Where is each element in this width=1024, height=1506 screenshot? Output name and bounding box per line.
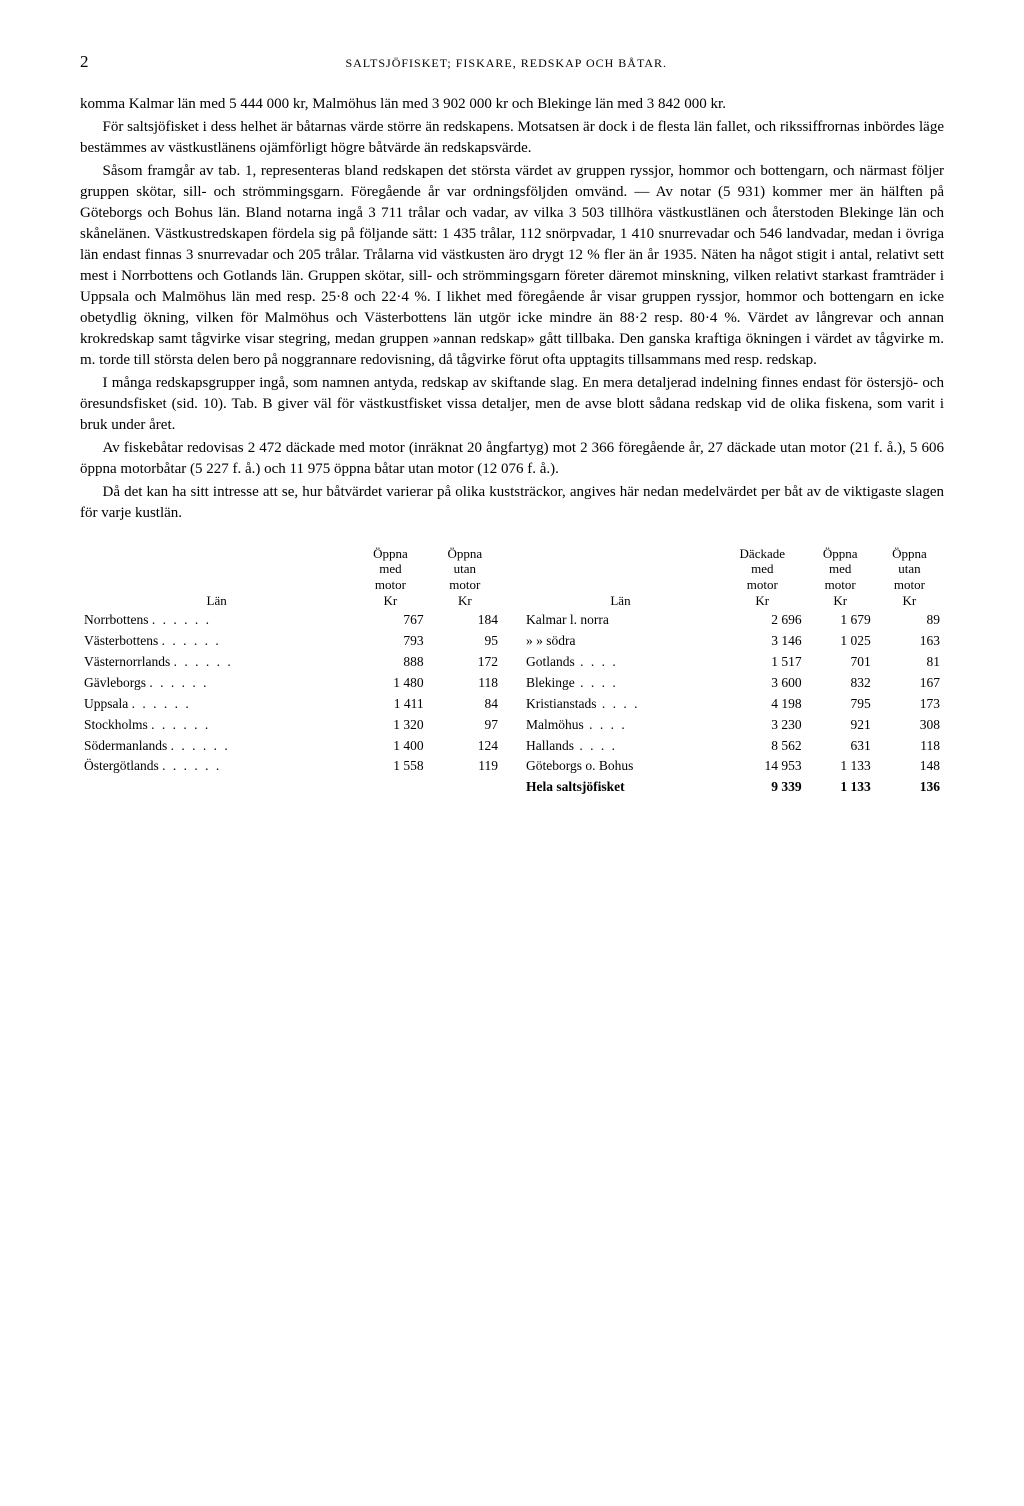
cell-value: 1 400 bbox=[353, 736, 427, 757]
table-row: Östergötlands . . . . . . 1 558 119 bbox=[80, 756, 502, 777]
paragraph: Då det kan ha sitt intresse att se, hur … bbox=[80, 482, 944, 524]
cell-value: 81 bbox=[875, 652, 944, 673]
cell-label: Kalmar l. norra bbox=[522, 610, 719, 631]
cell-label: Uppsala . . . . . . bbox=[80, 694, 353, 715]
cell-value: 767 bbox=[353, 610, 427, 631]
cell-label: Gotlands . . . . bbox=[522, 652, 719, 673]
cell-value: 793 bbox=[353, 631, 427, 652]
cell-value: 308 bbox=[875, 715, 944, 736]
cell-value: 1 679 bbox=[806, 610, 875, 631]
cell-value: 136 bbox=[875, 777, 944, 798]
cell-value: 163 bbox=[875, 631, 944, 652]
th-oppna-utan: ÖppnautanmotorKr bbox=[875, 544, 944, 610]
body-text: komma Kalmar län med 5 444 000 kr, Malmö… bbox=[80, 94, 944, 524]
table-row: Västerbottens . . . . . . 793 95 bbox=[80, 631, 502, 652]
cell-label: Kristianstads . . . . bbox=[522, 694, 719, 715]
cell-label: Södermanlands . . . . . . bbox=[80, 736, 353, 757]
th-oppna-med: ÖppnamedmotorKr bbox=[353, 544, 427, 610]
cell-value: 4 198 bbox=[719, 694, 806, 715]
cell-value: 3 146 bbox=[719, 631, 806, 652]
cell-value: 97 bbox=[428, 715, 502, 736]
table-row: Göteborgs o. Bohus 14 953 1 133 148 bbox=[522, 756, 944, 777]
paragraph: Såsom framgår av tab. 1, representeras b… bbox=[80, 161, 944, 371]
cell-value: 3 600 bbox=[719, 673, 806, 694]
cell-label: Västernorrlands . . . . . . bbox=[80, 652, 353, 673]
table-row: Västernorrlands . . . . . . 888 172 bbox=[80, 652, 502, 673]
paragraph: Av fiskebåtar redovisas 2 472 däckade me… bbox=[80, 438, 944, 480]
th-lan: Län bbox=[80, 544, 353, 610]
cell-label: Hallands . . . . bbox=[522, 736, 719, 757]
table-row: » » södra 3 146 1 025 163 bbox=[522, 631, 944, 652]
cell-value: 118 bbox=[875, 736, 944, 757]
cell-label: Hela saltsjöfisket bbox=[522, 777, 719, 798]
table-row: Norrbottens . . . . . . 767 184 bbox=[80, 610, 502, 631]
cell-value: 3 230 bbox=[719, 715, 806, 736]
cell-value: 631 bbox=[806, 736, 875, 757]
cell-value: 795 bbox=[806, 694, 875, 715]
cell-label: Norrbottens . . . . . . bbox=[80, 610, 353, 631]
cell-value: 173 bbox=[875, 694, 944, 715]
table-right: Län DäckademedmotorKr ÖppnamedmotorKr Öp… bbox=[522, 544, 944, 798]
table-row: Kristianstads . . . . 4 198 795 173 bbox=[522, 694, 944, 715]
cell-value: 832 bbox=[806, 673, 875, 694]
cell-value: 14 953 bbox=[719, 756, 806, 777]
cell-label: Göteborgs o. Bohus bbox=[522, 756, 719, 777]
table-row: Gotlands . . . . 1 517 701 81 bbox=[522, 652, 944, 673]
table-row: Södermanlands . . . . . . 1 400 124 bbox=[80, 736, 502, 757]
paragraph: I många redskapsgrupper ingå, som namnen… bbox=[80, 373, 944, 436]
table-row: Hallands . . . . 8 562 631 118 bbox=[522, 736, 944, 757]
table-total-row: Hela saltsjöfisket 9 339 1 133 136 bbox=[522, 777, 944, 798]
cell-value: 8 562 bbox=[719, 736, 806, 757]
cell-value: 921 bbox=[806, 715, 875, 736]
table-row: Kalmar l. norra 2 696 1 679 89 bbox=[522, 610, 944, 631]
table-row: Uppsala . . . . . . 1 411 84 bbox=[80, 694, 502, 715]
table-row: Malmöhus . . . . 3 230 921 308 bbox=[522, 715, 944, 736]
cell-value: 1 133 bbox=[806, 777, 875, 798]
cell-label: Västerbottens . . . . . . bbox=[80, 631, 353, 652]
cell-label: Malmöhus . . . . bbox=[522, 715, 719, 736]
cell-value: 95 bbox=[428, 631, 502, 652]
cell-value: 1 320 bbox=[353, 715, 427, 736]
table-left: Län ÖppnamedmotorKr ÖppnautanmotorKr Nor… bbox=[80, 544, 502, 798]
cell-value: 118 bbox=[428, 673, 502, 694]
cell-value: 1 480 bbox=[353, 673, 427, 694]
cell-value: 172 bbox=[428, 652, 502, 673]
cell-value: 1 411 bbox=[353, 694, 427, 715]
th-lan: Län bbox=[522, 544, 719, 610]
cell-value: 2 696 bbox=[719, 610, 806, 631]
cell-value: 119 bbox=[428, 756, 502, 777]
cell-label: Gävleborgs . . . . . . bbox=[80, 673, 353, 694]
th-oppna-med: ÖppnamedmotorKr bbox=[806, 544, 875, 610]
cell-value: 9 339 bbox=[719, 777, 806, 798]
cell-value: 1 558 bbox=[353, 756, 427, 777]
cell-label: » » södra bbox=[522, 631, 719, 652]
cell-value: 888 bbox=[353, 652, 427, 673]
cell-value: 1 133 bbox=[806, 756, 875, 777]
cell-value: 167 bbox=[875, 673, 944, 694]
cell-label: Blekinge . . . . bbox=[522, 673, 719, 694]
th-dackade-med: DäckademedmotorKr bbox=[719, 544, 806, 610]
table-row: Blekinge . . . . 3 600 832 167 bbox=[522, 673, 944, 694]
th-oppna-utan: ÖppnautanmotorKr bbox=[428, 544, 502, 610]
cell-value: 124 bbox=[428, 736, 502, 757]
cell-value: 89 bbox=[875, 610, 944, 631]
cell-value: 1 025 bbox=[806, 631, 875, 652]
cell-value: 84 bbox=[428, 694, 502, 715]
paragraph: komma Kalmar län med 5 444 000 kr, Malmö… bbox=[80, 94, 944, 115]
cell-value: 1 517 bbox=[719, 652, 806, 673]
cell-value: 701 bbox=[806, 652, 875, 673]
cell-label: Stockholms . . . . . . bbox=[80, 715, 353, 736]
table-row: Gävleborgs . . . . . . 1 480 118 bbox=[80, 673, 502, 694]
paragraph: För saltsjöfisket i dess helhet är båtar… bbox=[80, 117, 944, 159]
cell-label: Östergötlands . . . . . . bbox=[80, 756, 353, 777]
page-number: 2 bbox=[80, 50, 89, 74]
cell-value: 184 bbox=[428, 610, 502, 631]
table-row: Stockholms . . . . . . 1 320 97 bbox=[80, 715, 502, 736]
page-title: SALTSJÖFISKET; FISKARE, REDSKAP OCH BÅTA… bbox=[345, 55, 667, 72]
page-header: 2 SALTSJÖFISKET; FISKARE, REDSKAP OCH BÅ… bbox=[80, 50, 944, 74]
cell-value: 148 bbox=[875, 756, 944, 777]
boat-value-table: Län ÖppnamedmotorKr ÖppnautanmotorKr Nor… bbox=[80, 544, 944, 798]
